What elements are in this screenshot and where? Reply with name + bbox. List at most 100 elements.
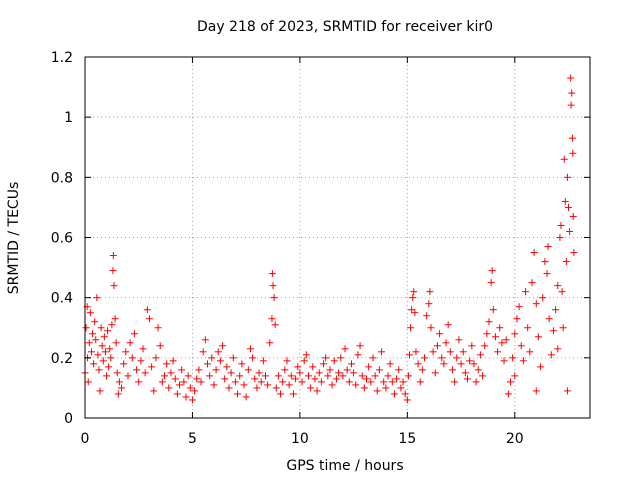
data-point bbox=[173, 390, 181, 398]
data-point bbox=[472, 378, 480, 386]
data-point bbox=[485, 318, 493, 326]
data-point bbox=[294, 363, 302, 371]
data-point bbox=[208, 354, 216, 362]
data-point bbox=[246, 345, 254, 353]
data-point bbox=[569, 149, 577, 157]
data-point bbox=[154, 324, 162, 332]
data-point bbox=[468, 342, 476, 350]
data-point bbox=[476, 351, 484, 359]
x-axis-label: GPS time / hours bbox=[286, 458, 403, 474]
data-point bbox=[549, 327, 557, 335]
data-point bbox=[483, 330, 491, 338]
data-point bbox=[528, 279, 536, 287]
data-point bbox=[122, 348, 130, 356]
data-point bbox=[464, 375, 472, 383]
data-point bbox=[350, 369, 358, 377]
data-point bbox=[313, 387, 321, 395]
data-point bbox=[479, 372, 487, 380]
data-point bbox=[244, 366, 252, 374]
data-point bbox=[100, 333, 108, 341]
data-point bbox=[408, 306, 416, 314]
data-point bbox=[296, 369, 304, 377]
data-point bbox=[178, 366, 186, 374]
data-point bbox=[373, 387, 381, 395]
data-point bbox=[229, 354, 237, 362]
data-point bbox=[271, 321, 279, 329]
data-point bbox=[167, 369, 175, 377]
data-point bbox=[311, 375, 319, 383]
data-point bbox=[95, 366, 103, 374]
data-point bbox=[214, 348, 222, 356]
data-point bbox=[513, 315, 521, 323]
data-point bbox=[332, 375, 340, 383]
data-point bbox=[320, 360, 328, 368]
data-point bbox=[438, 354, 446, 362]
data-point bbox=[113, 369, 121, 377]
data-point bbox=[253, 384, 261, 392]
data-point bbox=[186, 384, 194, 392]
data-point bbox=[496, 324, 504, 332]
data-point bbox=[393, 375, 401, 383]
data-point bbox=[411, 309, 419, 317]
data-point bbox=[143, 306, 151, 314]
data-point bbox=[378, 348, 386, 356]
data-point bbox=[502, 336, 510, 344]
data-point bbox=[86, 309, 94, 317]
data-point bbox=[283, 357, 291, 365]
data-point bbox=[537, 363, 545, 371]
data-point bbox=[453, 354, 461, 362]
data-point bbox=[85, 339, 93, 347]
data-point bbox=[455, 336, 463, 344]
chart-title: Day 218 of 2023, SRMTID for receiver kir… bbox=[197, 19, 493, 35]
data-point bbox=[98, 342, 106, 350]
data-point bbox=[451, 378, 459, 386]
data-point bbox=[302, 351, 310, 359]
data-point bbox=[568, 89, 576, 97]
data-point bbox=[133, 366, 141, 374]
data-point bbox=[444, 321, 452, 329]
data-point bbox=[421, 354, 429, 362]
data-point bbox=[532, 387, 540, 395]
data-point bbox=[369, 354, 377, 362]
data-point bbox=[522, 288, 530, 296]
data-point bbox=[118, 384, 126, 392]
data-point bbox=[352, 381, 360, 389]
data-point bbox=[405, 351, 413, 359]
data-point bbox=[532, 300, 540, 308]
data-point bbox=[511, 372, 519, 380]
data-point bbox=[448, 366, 456, 374]
data-point bbox=[416, 378, 424, 386]
data-point bbox=[426, 288, 434, 296]
data-point bbox=[128, 354, 136, 362]
data-point bbox=[292, 375, 300, 383]
data-point bbox=[360, 384, 368, 392]
data-point bbox=[500, 357, 508, 365]
data-point bbox=[104, 327, 112, 335]
data-point bbox=[266, 339, 274, 347]
data-point bbox=[145, 315, 153, 323]
data-point bbox=[470, 360, 478, 368]
y-tick-label: 0.4 bbox=[51, 291, 73, 307]
data-point bbox=[326, 366, 334, 374]
data-point bbox=[165, 384, 173, 392]
data-point bbox=[404, 372, 412, 380]
data-point bbox=[272, 384, 280, 392]
data-point bbox=[562, 258, 570, 266]
data-point bbox=[541, 258, 549, 266]
data-point bbox=[257, 378, 265, 386]
data-point bbox=[410, 288, 418, 296]
data-point bbox=[511, 330, 519, 338]
data-point bbox=[547, 351, 555, 359]
y-tick-label: 0.2 bbox=[51, 351, 73, 367]
data-point bbox=[289, 390, 297, 398]
data-point bbox=[130, 330, 138, 338]
data-point bbox=[552, 306, 560, 314]
data-point bbox=[563, 173, 571, 181]
data-point bbox=[491, 333, 499, 341]
data-point bbox=[109, 267, 117, 275]
data-point bbox=[358, 372, 366, 380]
data-point bbox=[108, 321, 116, 329]
x-tick-label: 15 bbox=[398, 431, 416, 447]
y-tick-labels: 0 0.2 0.4 0.6 0.8 1 1.2 bbox=[51, 50, 73, 427]
data-point bbox=[335, 369, 343, 377]
